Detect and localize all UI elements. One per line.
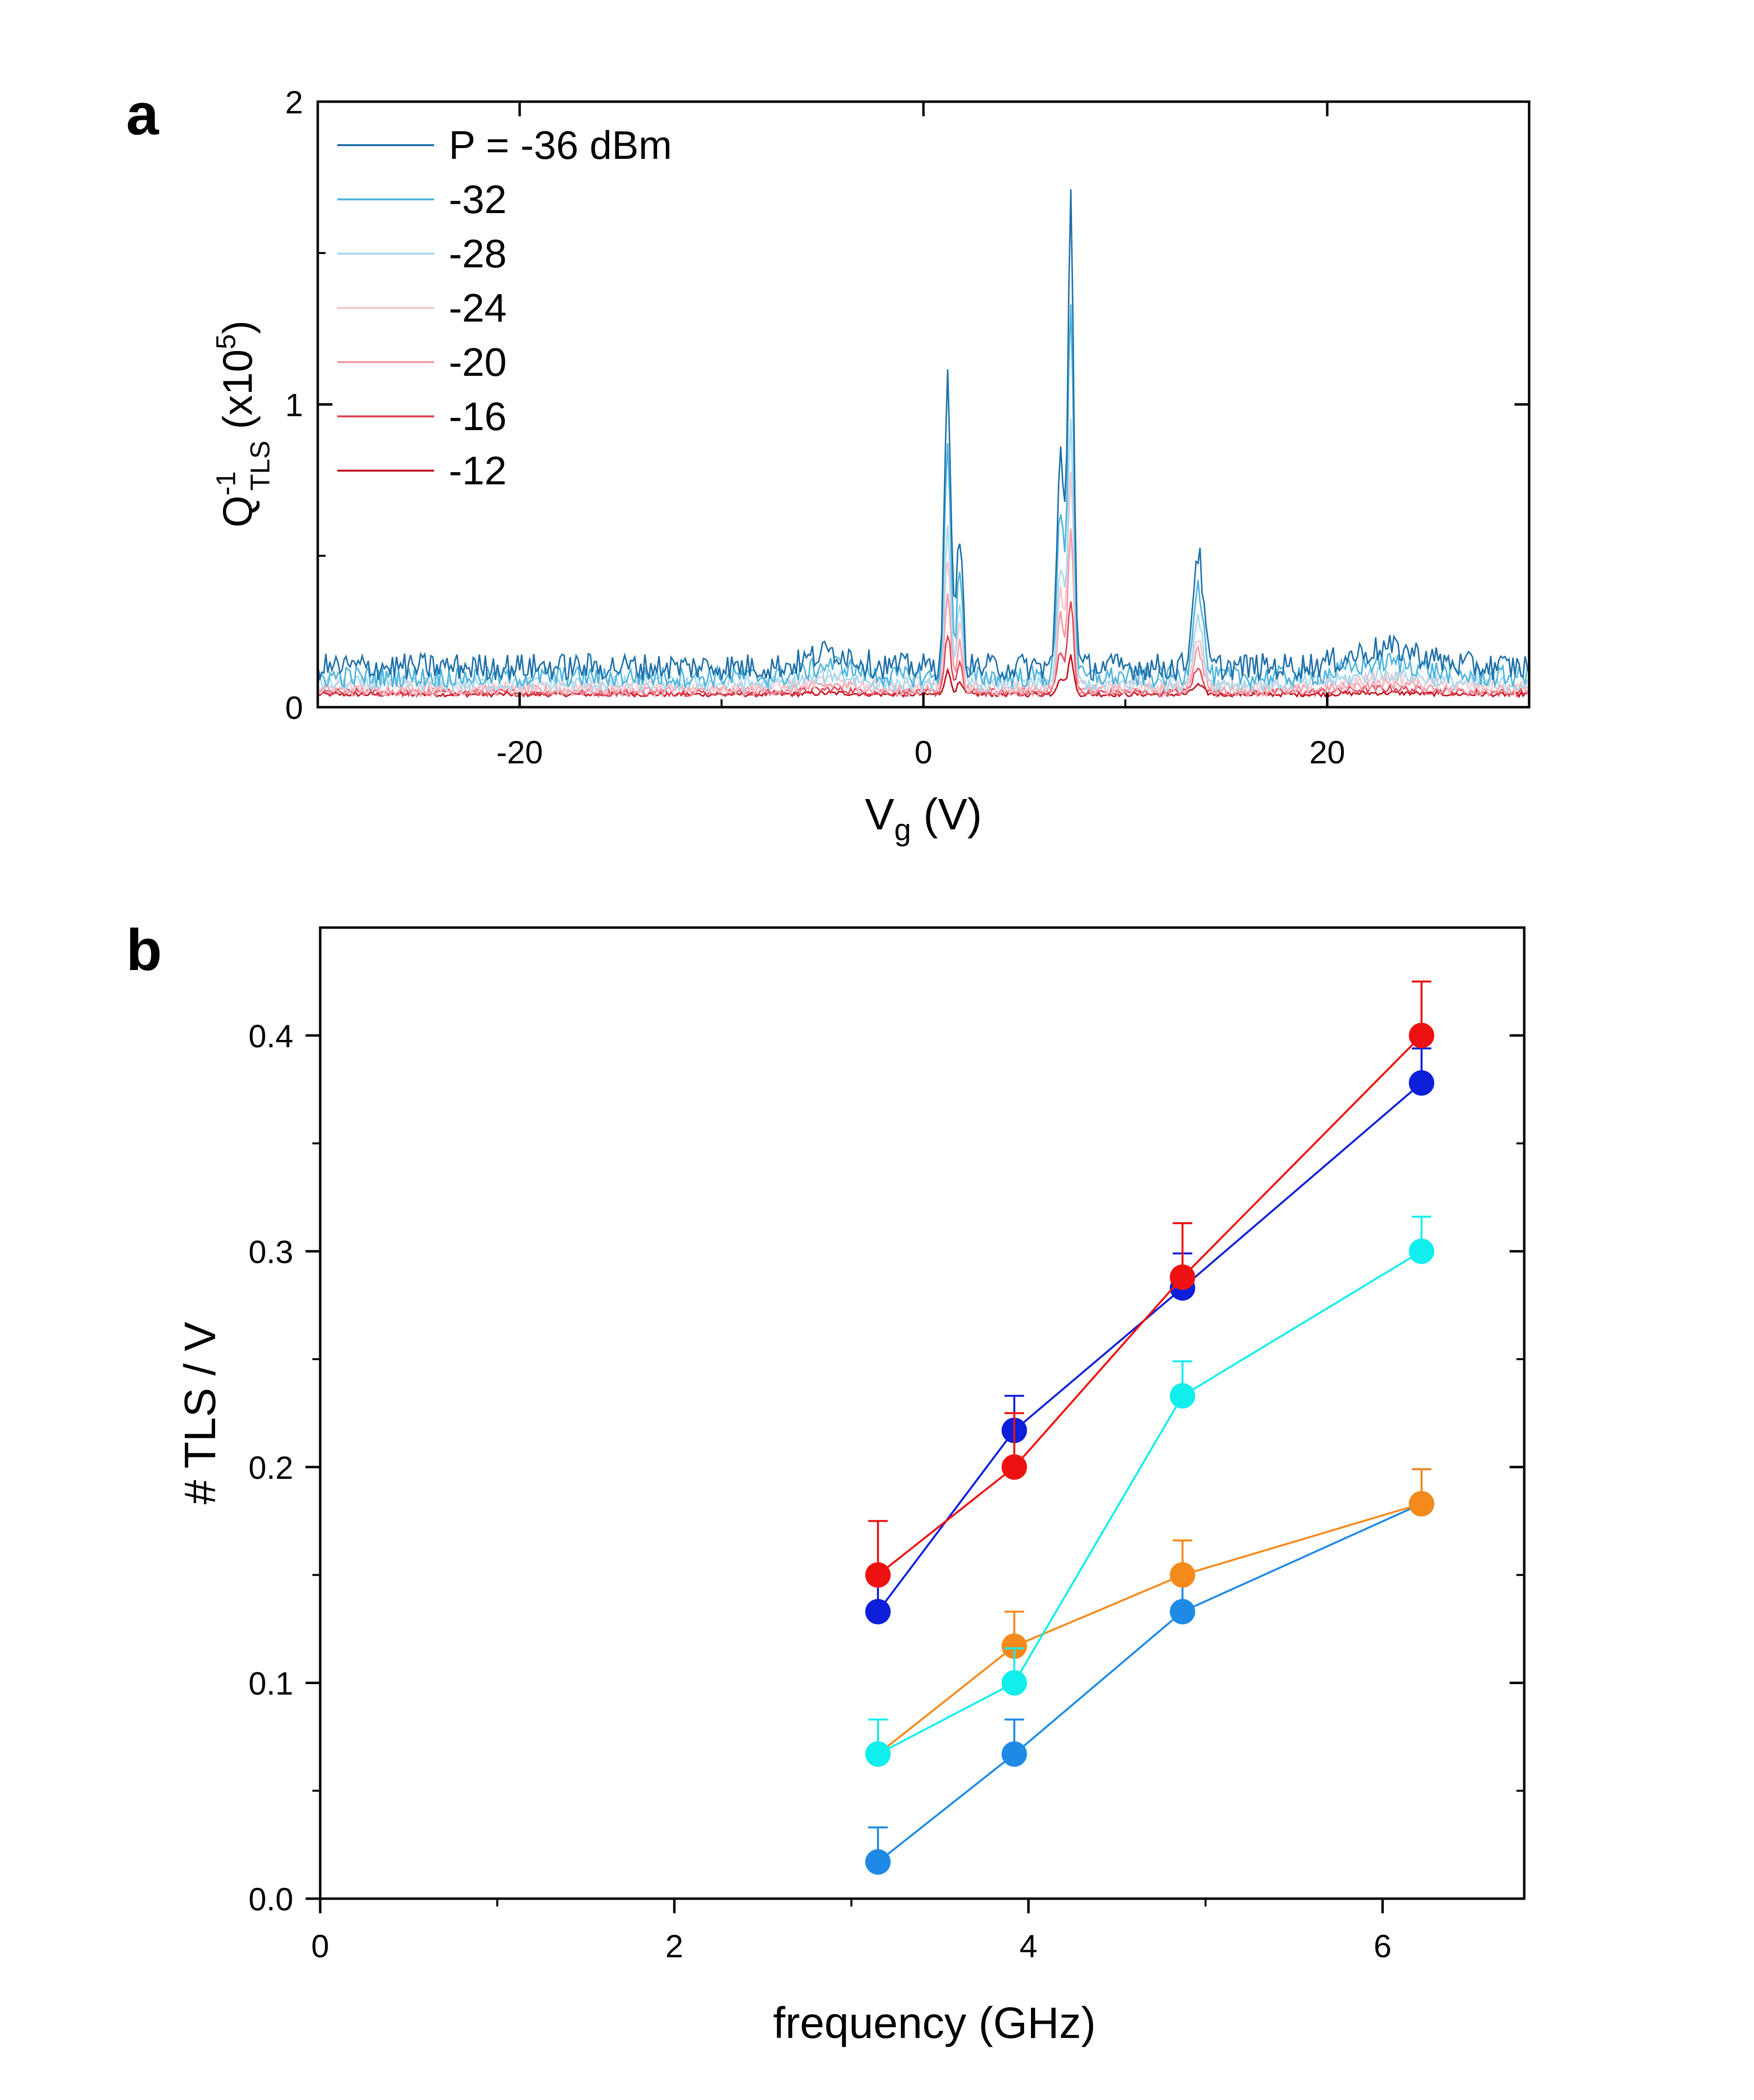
- x-tick-label-a: 0: [915, 734, 933, 770]
- y-tick-label-b: 0.4: [248, 1018, 293, 1054]
- y-axis-title-part: ): [215, 321, 261, 334]
- y-axis-title-part: TLS: [244, 441, 275, 491]
- y-tick-label-b: 0.3: [248, 1234, 293, 1270]
- x-tick-label-b: 0: [311, 1928, 329, 1964]
- x-axis-title-a: Vg (V): [865, 790, 982, 847]
- data-point: [1408, 1022, 1434, 1048]
- panel-a: a -20 0 20 0 1 2 Vg (V) Q-1 TLS (x105) P = -36 dB…: [126, 82, 1531, 847]
- legend-label-5: -16: [449, 394, 507, 439]
- plot-frame-b: [319, 926, 1526, 1900]
- x-axis-title-base: V: [865, 790, 894, 839]
- y-tick-label-b: 0.1: [248, 1665, 293, 1701]
- legend-label-2: -28: [449, 232, 507, 276]
- plot-b: 0 2 4 6 0.0 0.1 0.2 0.3 0.4 frequency (GHz) # TLS …: [176, 926, 1526, 2048]
- series-line-4: [317, 528, 1530, 698]
- series-line-cyan: [877, 1250, 1422, 1755]
- data-point: [1408, 1491, 1434, 1516]
- data-point: [1001, 1670, 1027, 1696]
- legend-label-4: -20: [449, 340, 507, 385]
- y-tick-label-a: 0: [285, 690, 303, 726]
- data-point: [1169, 1562, 1195, 1588]
- y-tick-label-a: 2: [285, 84, 303, 120]
- series-line-red: [877, 1035, 1423, 1576]
- series-red: [865, 980, 1434, 1588]
- panel-label-a: a: [126, 82, 159, 147]
- data-point: [865, 1741, 891, 1767]
- x-axis-title-b: frequency (GHz): [773, 1999, 1096, 2048]
- legend-label-3: -24: [449, 286, 507, 330]
- y-tick-label-a: 1: [285, 387, 303, 423]
- y-tick-label-b: 0.0: [248, 1881, 293, 1917]
- x-tick-label-b: 2: [665, 1928, 683, 1964]
- series-line-1: [317, 304, 1530, 690]
- y-axis-title-text: Q-1 TLS (x105): [210, 321, 275, 528]
- y-axis-title-part: -1: [210, 471, 241, 496]
- data-point: [1169, 1383, 1195, 1409]
- y-axis-title-part: (x10: [215, 349, 261, 441]
- x-tick-label-b: 6: [1374, 1928, 1392, 1964]
- data-point: [1001, 1741, 1027, 1767]
- y-axis-title-a: Q-1 TLS (x105): [210, 321, 275, 528]
- series-light-blue: [865, 1468, 1434, 1875]
- series-line-blue: [877, 1082, 1423, 1612]
- data-point: [1001, 1454, 1027, 1480]
- legend-label-6: -12: [449, 449, 507, 493]
- panel-label-b: b: [126, 917, 162, 983]
- x-axis-title-sub: g: [894, 813, 911, 847]
- data-point: [1169, 1599, 1195, 1624]
- y-axis-title-part: Q: [215, 496, 261, 527]
- data-point: [1001, 1633, 1027, 1659]
- plot-a: -20 0 20 0 1 2 Vg (V) Q-1 TLS (x105) P = -36 dBm -…: [210, 84, 1531, 847]
- data-point: [1408, 1070, 1434, 1096]
- panel-b: b 0 2 4 6 0.0 0.1 0.2 0.3 0.4 frequency (GHz) # TL…: [126, 917, 1526, 2048]
- y-axis-title-b: # TLS / V: [176, 1322, 225, 1505]
- data-point: [865, 1599, 891, 1624]
- x-axis-title-unit: (V): [911, 790, 982, 839]
- series-line-orange: [877, 1503, 1422, 1755]
- series-blue: [865, 1047, 1434, 1624]
- legend-label-1: -32: [449, 177, 507, 222]
- y-axis-title-part: 5: [210, 334, 241, 349]
- data-point: [865, 1849, 891, 1875]
- series-cyan: [865, 1215, 1434, 1767]
- y-axis-title-text-b: # TLS / V: [176, 1322, 225, 1505]
- data-point: [1169, 1264, 1195, 1290]
- x-tick-label-a: 20: [1309, 734, 1345, 770]
- series-line-light-blue: [877, 1503, 1422, 1863]
- data-point: [865, 1562, 891, 1588]
- x-tick-label-a: -20: [496, 734, 543, 770]
- x-tick-label-b: 4: [1019, 1928, 1037, 1964]
- y-tick-label-b: 0.2: [248, 1450, 293, 1486]
- data-point: [1408, 1238, 1434, 1264]
- legend-label-0: P = -36 dBm: [449, 123, 672, 168]
- series-line-0: [317, 189, 1530, 683]
